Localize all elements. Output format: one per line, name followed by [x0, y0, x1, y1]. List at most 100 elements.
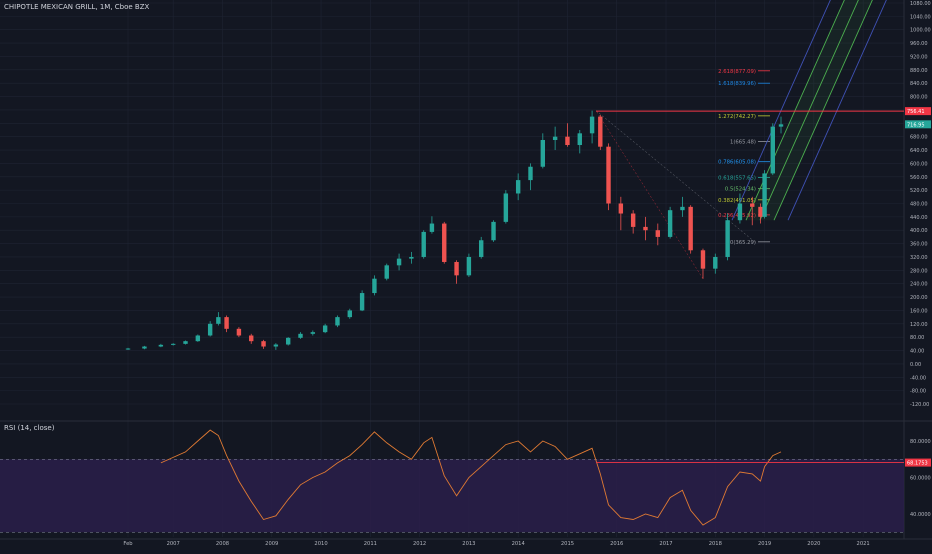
- price-tick-label: 1040.00: [910, 14, 931, 20]
- last-price-badge-label: 716.95: [907, 122, 925, 128]
- candle-body: [207, 323, 213, 336]
- price-tick-label: 640.00: [910, 148, 928, 154]
- rsi-badge-label: 68.1753: [907, 461, 928, 467]
- candle-body: [310, 332, 316, 334]
- price-tick-label: 680.00: [910, 135, 928, 141]
- time-tick-label: 2017: [659, 541, 672, 547]
- candle-body: [630, 213, 636, 227]
- channel-line: [731, 0, 831, 221]
- price-tick-label: 600.00: [910, 161, 928, 167]
- fib-level-label: 0.618(557.65): [718, 176, 756, 182]
- candle-body: [421, 231, 426, 257]
- channel-line: [773, 0, 873, 221]
- fib-level-label: 0.236(445.92): [718, 213, 756, 219]
- fib-level-label: 1.618(839.96): [718, 81, 756, 87]
- candle-body: [125, 348, 131, 350]
- fib-level-label: 0.5(524.34): [725, 187, 756, 193]
- time-tick-label: 2021: [857, 541, 870, 547]
- rsi-tick-label: 40.0000: [910, 512, 931, 518]
- candle-body: [359, 293, 365, 311]
- candle-body: [454, 261, 459, 276]
- price-tick-label: -40.00: [910, 375, 926, 381]
- candle-body: [396, 258, 402, 266]
- candle-body: [700, 250, 706, 269]
- candle-body: [479, 240, 484, 257]
- price-tick-label: 80.00: [910, 335, 924, 341]
- time-tick-label: 2013: [462, 541, 475, 547]
- price-tick-label: 0.00: [910, 362, 921, 368]
- fib-level-label: 2.618(877.09): [718, 69, 756, 75]
- resistance-badge: [905, 107, 931, 116]
- candle-body: [347, 310, 352, 318]
- candle-body: [750, 203, 755, 207]
- candle-body: [528, 166, 533, 181]
- rsi-band: [0, 459, 904, 533]
- rsi-line: [160, 429, 782, 526]
- candle-body: [216, 317, 221, 324]
- price-tick-label: 520.00: [910, 188, 928, 194]
- time-tick-label: 2007: [167, 541, 180, 547]
- candle-body: [589, 116, 595, 134]
- fib-level-label: 0(365.29): [730, 240, 756, 246]
- channel-fill: [746, 0, 873, 221]
- time-tick-label: 2019: [758, 541, 771, 547]
- candle-body: [565, 136, 570, 146]
- candle-body: [577, 133, 582, 146]
- price-tick-label: 200.00: [910, 295, 928, 301]
- price-tick-label: 120.00: [910, 322, 928, 328]
- price-tick-label: 240.00: [910, 282, 928, 288]
- price-tick-label: 1000.00: [910, 28, 931, 34]
- price-tick-label: 160.00: [910, 308, 928, 314]
- candle-body: [195, 335, 201, 342]
- fib-level-label: 0.786(605.08): [718, 160, 756, 166]
- candle-body: [322, 325, 328, 333]
- candle-body: [667, 210, 673, 237]
- price-tick-label: 40.00: [910, 349, 924, 355]
- candle-body: [142, 346, 147, 349]
- price-tick-label: 360.00: [910, 242, 928, 248]
- price-tick-label: -120.00: [910, 402, 929, 408]
- price-tick-label: 880.00: [910, 68, 928, 74]
- channel-line: [759, 0, 859, 221]
- candle-body: [770, 126, 775, 174]
- price-tick-label: 280.00: [910, 268, 928, 274]
- fib-level-label: 1.272(742.27): [718, 114, 756, 120]
- candle-body: [170, 343, 176, 345]
- price-tick-label: -80.00: [910, 389, 926, 395]
- candle-body: [737, 203, 743, 221]
- time-tick-label: 2011: [364, 541, 377, 547]
- candle-body: [298, 333, 303, 338]
- price-tick-label: 480.00: [910, 202, 928, 208]
- fib-level-label: 0.382(491.05): [718, 198, 756, 204]
- last-price-badge: [905, 120, 931, 129]
- candle-body: [680, 206, 685, 211]
- candle-body: [688, 206, 693, 251]
- price-tick-label: 920.00: [910, 54, 928, 60]
- time-tick-label: 2010: [314, 541, 327, 547]
- candle-body: [606, 146, 611, 204]
- time-tick-label: 2012: [413, 541, 426, 547]
- candle-body: [236, 328, 242, 336]
- candle-body: [249, 335, 254, 342]
- rsi-title: RSI (14, close): [4, 424, 55, 432]
- candle-body: [261, 341, 266, 347]
- candle-body: [598, 116, 603, 147]
- candle-body: [552, 136, 558, 141]
- candle-body: [725, 220, 730, 257]
- time-tick-label: 2015: [561, 541, 574, 547]
- candle-body: [285, 337, 291, 345]
- candle-body: [655, 230, 661, 237]
- candle-body: [429, 223, 435, 232]
- time-tick-label: 2008: [216, 541, 229, 547]
- candle-body: [778, 124, 784, 127]
- price-tick-label: 960.00: [910, 41, 928, 47]
- candle-body: [384, 265, 389, 279]
- chart-title: CHIPOTLE MEXICAN GRILL, 1M, Cboe BZX: [4, 3, 150, 11]
- rsi-tick-label: 80.0000: [910, 439, 931, 445]
- time-tick-label: 2009: [265, 541, 278, 547]
- candle-body: [515, 180, 521, 194]
- fib-level-label: 1(665.48): [730, 140, 756, 146]
